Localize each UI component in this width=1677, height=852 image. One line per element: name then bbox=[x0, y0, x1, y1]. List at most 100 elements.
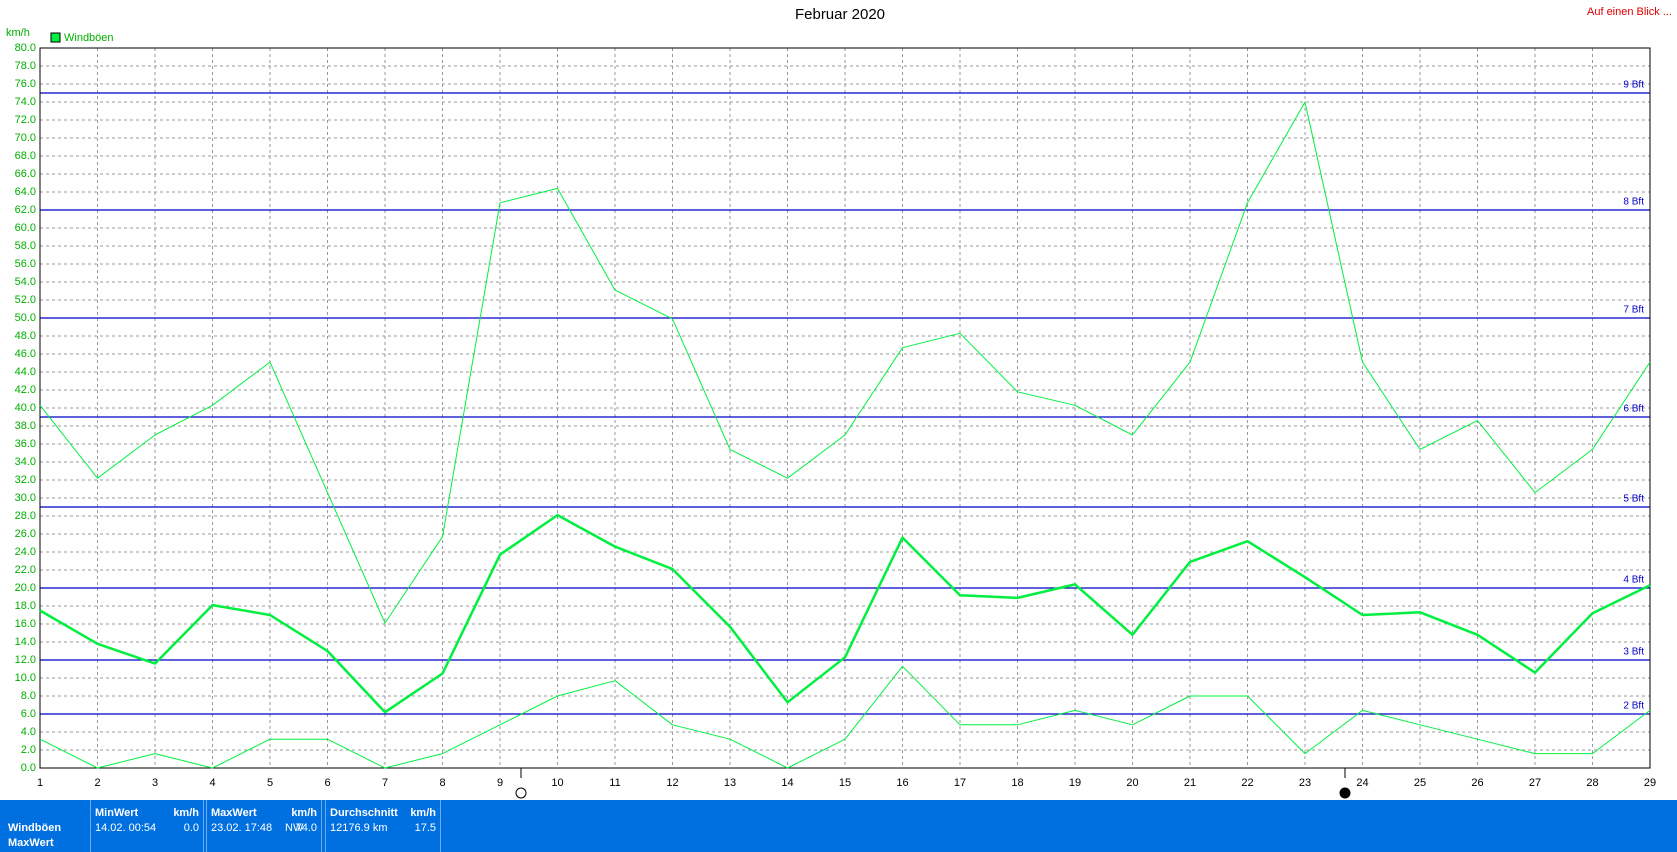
y-tick-label: 4.0 bbox=[21, 726, 36, 738]
y-tick-label: 56.0 bbox=[15, 258, 36, 270]
y-tick-label: 2.0 bbox=[21, 744, 36, 756]
x-tick-label: 17 bbox=[954, 777, 966, 789]
y-tick-label: 26.0 bbox=[15, 528, 36, 540]
x-tick-label: 29 bbox=[1644, 777, 1656, 789]
beaufort-label: 5 Bft bbox=[1623, 494, 1644, 505]
max-cell: MaxWert km/h 23.02. 17:48 NW 74.0 bbox=[206, 800, 322, 852]
x-tick-label: 26 bbox=[1471, 777, 1483, 789]
legend-swatch bbox=[50, 32, 61, 43]
min-header: MinWert bbox=[95, 807, 139, 819]
y-tick-label: 74.0 bbox=[15, 96, 36, 108]
avg-value: 17.5 bbox=[414, 822, 436, 834]
chart-title: Februar 2020 bbox=[795, 6, 885, 23]
avg-unit: km/h bbox=[410, 807, 436, 819]
x-tick-label: 1 bbox=[37, 777, 43, 789]
y-tick-label: 34.0 bbox=[15, 456, 36, 468]
beaufort-label: 8 Bft bbox=[1623, 197, 1644, 208]
y-tick-label: 40.0 bbox=[15, 402, 36, 414]
y-tick-label: 78.0 bbox=[15, 60, 36, 72]
x-tick-label: 24 bbox=[1356, 777, 1368, 789]
beaufort-label: 4 Bft bbox=[1623, 575, 1644, 586]
legend-label: Windböen bbox=[64, 32, 114, 44]
x-tick-label: 10 bbox=[551, 777, 563, 789]
y-tick-label: 28.0 bbox=[15, 510, 36, 522]
x-tick-label: 8 bbox=[439, 777, 445, 789]
y-tick-label: 68.0 bbox=[15, 150, 36, 162]
y-tick-label: 58.0 bbox=[15, 240, 36, 252]
y-tick-label: 54.0 bbox=[15, 276, 36, 288]
x-tick-label: 14 bbox=[781, 777, 793, 789]
y-tick-label: 80.0 bbox=[15, 42, 36, 54]
y-tick-label: 72.0 bbox=[15, 114, 36, 126]
max-date: 23.02. 17:48 bbox=[211, 822, 273, 834]
avg-cell: Durchschnitt km/h 12176.9 km 17.5 bbox=[325, 800, 441, 852]
y-tick-label: 52.0 bbox=[15, 294, 36, 306]
x-tick-label: 28 bbox=[1586, 777, 1598, 789]
avg-distance: 12176.9 km bbox=[330, 822, 388, 834]
y-tick-label: 66.0 bbox=[15, 168, 36, 180]
beaufort-label: 9 Bft bbox=[1623, 80, 1644, 91]
full-moon-icon bbox=[515, 787, 527, 799]
x-tick-label: 23 bbox=[1299, 777, 1311, 789]
x-tick-label: 2 bbox=[94, 777, 100, 789]
beaufort-label: 2 Bft bbox=[1623, 701, 1644, 712]
x-tick-label: 25 bbox=[1414, 777, 1426, 789]
x-tick-label: 18 bbox=[1011, 777, 1023, 789]
series-line bbox=[39, 101, 1651, 624]
y-tick-label: 12.0 bbox=[15, 654, 36, 666]
y-tick-label: 6.0 bbox=[21, 708, 36, 720]
row-label: Windböen bbox=[8, 822, 62, 834]
y-tick-label: 62.0 bbox=[15, 204, 36, 216]
y-tick-label: 0.0 bbox=[21, 762, 36, 774]
x-tick-label: 5 bbox=[267, 777, 273, 789]
x-tick-label: 13 bbox=[724, 777, 736, 789]
x-tick-label: 15 bbox=[839, 777, 851, 789]
plot-border bbox=[39, 47, 1651, 769]
x-tick-label: 20 bbox=[1126, 777, 1138, 789]
y-tick-label: 76.0 bbox=[15, 78, 36, 90]
x-tick-label: 19 bbox=[1069, 777, 1081, 789]
x-tick-label: 22 bbox=[1241, 777, 1253, 789]
x-tick-label: 27 bbox=[1529, 777, 1541, 789]
max-value: 74.0 bbox=[295, 822, 317, 834]
x-tick-label: 9 bbox=[497, 777, 503, 789]
y-tick-label: 8.0 bbox=[21, 690, 36, 702]
max-header: MaxWert bbox=[211, 807, 257, 819]
y-tick-label: 50.0 bbox=[15, 312, 36, 324]
y-tick-label: 30.0 bbox=[15, 492, 36, 504]
min-value: 0.0 bbox=[183, 822, 199, 834]
y-tick-label: 16.0 bbox=[15, 618, 36, 630]
y-tick-label: 32.0 bbox=[15, 474, 36, 486]
min-cell: MinWert km/h 14.02. 00:54 0.0 bbox=[90, 800, 204, 852]
x-tick-label: 21 bbox=[1184, 777, 1196, 789]
y-tick-label: 10.0 bbox=[15, 672, 36, 684]
series-line bbox=[39, 665, 1651, 769]
x-tick-label: 7 bbox=[382, 777, 388, 789]
y-tick-label: 14.0 bbox=[15, 636, 36, 648]
y-tick-label: 64.0 bbox=[15, 186, 36, 198]
min-date: 14.02. 00:54 bbox=[95, 822, 157, 834]
y-tick-label: 46.0 bbox=[15, 348, 36, 360]
x-tick-label: 12 bbox=[666, 777, 678, 789]
y-tick-label: 22.0 bbox=[15, 564, 36, 576]
y-tick-label: 24.0 bbox=[15, 546, 36, 558]
series-line bbox=[39, 513, 1651, 714]
max-unit: km/h bbox=[291, 807, 317, 819]
row-label: MaxWert bbox=[8, 837, 54, 849]
x-tick-label: 3 bbox=[152, 777, 158, 789]
y-tick-label: 70.0 bbox=[15, 132, 36, 144]
chart: Februar 2020 Auf einen Blick ... km/h 0.… bbox=[6, 6, 1672, 799]
y-tick-label: 48.0 bbox=[15, 330, 36, 342]
summary-bar: Windböen MaxWert MinWert km/h 14.02. 00:… bbox=[0, 800, 1677, 852]
overview-link[interactable]: Auf einen Blick ... bbox=[1587, 6, 1672, 18]
x-tick-label: 4 bbox=[209, 777, 215, 789]
x-tick-label: 6 bbox=[324, 777, 330, 789]
min-unit: km/h bbox=[173, 807, 199, 819]
y-tick-label: 42.0 bbox=[15, 384, 36, 396]
y-tick-label: 36.0 bbox=[15, 438, 36, 450]
y-tick-label: 38.0 bbox=[15, 420, 36, 432]
x-tick-label: 11 bbox=[609, 777, 620, 789]
y-tick-label: 60.0 bbox=[15, 222, 36, 234]
y-axis-unit: km/h bbox=[6, 27, 30, 39]
y-tick-label: 20.0 bbox=[15, 582, 36, 594]
